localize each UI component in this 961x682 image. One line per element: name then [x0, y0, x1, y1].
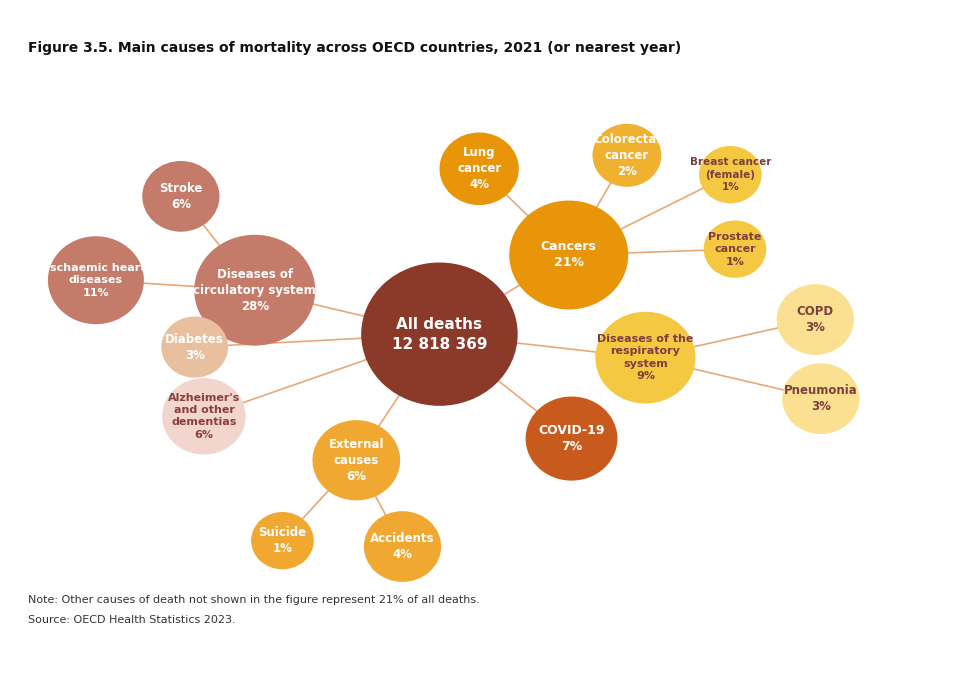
Ellipse shape: [360, 263, 517, 406]
Ellipse shape: [48, 236, 144, 324]
Text: All deaths
12 818 369: All deaths 12 818 369: [391, 316, 486, 352]
Text: Lung
cancer
4%: Lung cancer 4%: [456, 146, 501, 191]
Ellipse shape: [194, 235, 315, 346]
Text: COPD
3%: COPD 3%: [796, 305, 833, 334]
Text: External
causes
6%: External causes 6%: [329, 438, 383, 483]
Text: COVID-19
7%: COVID-19 7%: [538, 424, 604, 453]
Ellipse shape: [363, 511, 441, 582]
Text: Breast cancer
(female)
1%: Breast cancer (female) 1%: [689, 158, 770, 192]
Text: Pneumonia
3%: Pneumonia 3%: [783, 384, 857, 413]
Ellipse shape: [776, 284, 853, 355]
Ellipse shape: [595, 312, 695, 404]
Text: Alzheimer's
and other
dementias
6%: Alzheimer's and other dementias 6%: [167, 393, 240, 440]
Text: Suicide
1%: Suicide 1%: [259, 526, 307, 555]
Text: Diseases of the
respiratory
system
9%: Diseases of the respiratory system 9%: [597, 334, 693, 381]
Text: Accidents
4%: Accidents 4%: [370, 532, 434, 561]
Text: Note: Other causes of death not shown in the figure represent 21% of all deaths.: Note: Other causes of death not shown in…: [29, 595, 480, 605]
Ellipse shape: [162, 378, 245, 454]
Ellipse shape: [312, 420, 400, 501]
Text: Stroke
6%: Stroke 6%: [159, 182, 203, 211]
Ellipse shape: [781, 364, 858, 434]
Text: Diabetes
3%: Diabetes 3%: [165, 333, 224, 361]
Text: Ischaemic heart
diseases
11%: Ischaemic heart diseases 11%: [46, 263, 145, 297]
Text: Figure 3.5. Main causes of mortality across OECD countries, 2021 (or nearest yea: Figure 3.5. Main causes of mortality acr…: [29, 41, 681, 55]
Ellipse shape: [699, 146, 761, 203]
Ellipse shape: [142, 161, 219, 232]
Ellipse shape: [525, 396, 617, 481]
Ellipse shape: [161, 316, 228, 378]
Ellipse shape: [592, 123, 660, 187]
Ellipse shape: [702, 220, 766, 278]
Ellipse shape: [251, 512, 313, 569]
Text: Cancers
21%: Cancers 21%: [540, 241, 596, 269]
Text: Diseases of
circulatory system
28%: Diseases of circulatory system 28%: [193, 268, 316, 312]
Text: Prostate
cancer
1%: Prostate cancer 1%: [707, 232, 761, 267]
Text: Source: OECD Health Statistics 2023.: Source: OECD Health Statistics 2023.: [29, 614, 235, 625]
Ellipse shape: [508, 201, 628, 310]
Ellipse shape: [439, 132, 518, 205]
Text: Colorectal
cancer
2%: Colorectal cancer 2%: [593, 133, 660, 178]
